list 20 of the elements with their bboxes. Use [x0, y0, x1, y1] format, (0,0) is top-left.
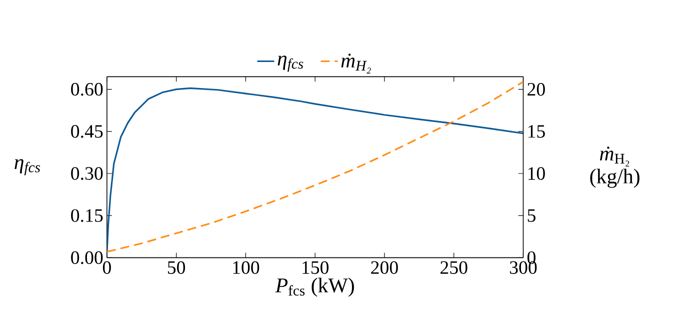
y2-tick-label: 15 [528, 125, 545, 138]
x-tick-label: 100 [233, 261, 260, 274]
y-tick-label: 0.30 [71, 167, 103, 180]
x-tick-label: 150 [302, 261, 329, 274]
y2-tick-label: 20 [528, 83, 545, 96]
y-tick-label: 0.60 [71, 83, 103, 96]
x-tick-label: 50 [168, 261, 186, 274]
x-tick-label: 0 [102, 261, 111, 274]
y-axis-title: η$_{fcs}$ [14, 159, 40, 176]
y-tick-label: 0.15 [71, 209, 103, 222]
y-tick-label: 0.00 [71, 251, 103, 264]
x-axis-title: P$_{fcs}$ (kW) [275, 278, 354, 297]
y2-axis-title: ṁ$_{H₂}$ (kg/h) [590, 146, 640, 188]
legend-label: ṁ$_{H₂}$ [341, 54, 371, 74]
legend-label: η$_{fcs}$ [278, 56, 304, 72]
y2-tick-label: 10 [528, 167, 545, 180]
x-tick-label: 250 [440, 261, 468, 274]
y2-tick-label: 5 [528, 209, 536, 222]
x-tick-label: 200 [371, 261, 398, 274]
y-tick-label: 0.45 [71, 125, 103, 138]
